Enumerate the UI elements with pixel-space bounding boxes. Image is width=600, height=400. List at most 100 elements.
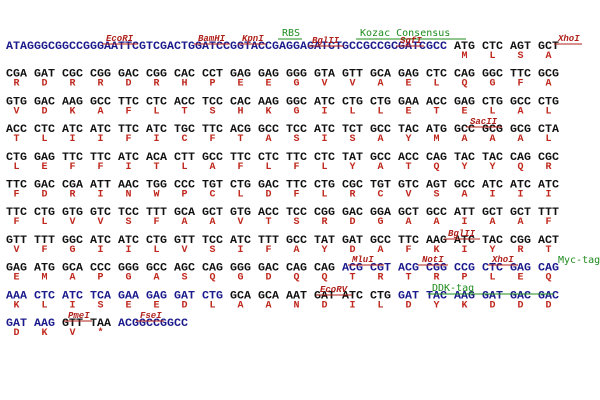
amino-acid: D (265, 273, 271, 284)
codon: GCC (370, 152, 391, 164)
vector-sequence: ATAGGGCGGCCGGGAATTCGTCGACTGGATCCGGTACCGA… (6, 41, 447, 53)
codon: AAG (62, 96, 83, 108)
amino-acid: R (321, 217, 327, 228)
amino-acid: A (181, 217, 187, 228)
amino-acid: F (405, 245, 411, 256)
codon: GAG (6, 263, 27, 275)
codon: TTC (90, 152, 111, 164)
codon: TCC (118, 207, 139, 219)
amino-acid: F (517, 79, 523, 90)
amino-acid: S (209, 106, 215, 117)
amino-acid: E (153, 300, 159, 311)
restriction-site: MluI (351, 255, 374, 265)
amino-acid: I (321, 106, 327, 117)
restriction-site: BglII (448, 229, 476, 239)
amino-acid: I (321, 134, 327, 145)
amino-acid: D (349, 245, 355, 256)
codon: TTC (6, 180, 27, 192)
codon: GAG (454, 96, 475, 108)
codon: GCC (146, 263, 167, 275)
codon: ACC (426, 96, 447, 108)
codon: TAC (454, 152, 475, 164)
codon: TAC (398, 124, 419, 136)
codon: GAT (34, 69, 55, 81)
amino-acid: E (41, 162, 47, 173)
codon: CTG (342, 96, 363, 108)
codon: ATC (342, 290, 363, 302)
amino-acid: K (461, 300, 467, 311)
codon: CTG (370, 96, 391, 108)
codon: TAC (482, 235, 503, 247)
amino-acid: P (181, 190, 187, 201)
amino-acid: R (545, 162, 551, 173)
codon: CTG (370, 290, 391, 302)
codon: GCC (426, 207, 447, 219)
codon: GGC (286, 96, 307, 108)
restriction-site: EcoRV (320, 285, 349, 295)
codon: GCC (258, 124, 279, 136)
codon: AAC (118, 180, 139, 192)
codon: GAG (510, 263, 531, 275)
codon: ATC (62, 124, 83, 136)
amino-acid: V (321, 79, 327, 90)
codon: GCC (370, 235, 391, 247)
codon: ATC (90, 124, 111, 136)
codon: CCC (174, 180, 195, 192)
codon: GGG (286, 69, 307, 81)
amino-acid: R (69, 190, 75, 201)
amino-acid: I (489, 190, 495, 201)
amino-acid: I (125, 245, 131, 256)
amino-acid: Y (433, 300, 439, 311)
amino-acid: E (517, 273, 523, 284)
codon: CTC (482, 263, 503, 275)
codon: TTC (62, 152, 83, 164)
amino-acid: F (237, 162, 243, 173)
amino-acid: E (13, 273, 19, 284)
amino-acid: L (13, 162, 19, 173)
amino-acid: T (13, 134, 19, 145)
amino-acid: L (41, 300, 47, 311)
amino-acid: Y (489, 245, 495, 256)
amino-acid: A (517, 106, 523, 117)
amino-acid: D (489, 300, 495, 311)
codon: CGT (370, 263, 391, 275)
amino-acid: L (489, 106, 495, 117)
codon: TTC (202, 124, 223, 136)
codon: GAA (398, 96, 419, 108)
codon: CTC (482, 41, 503, 53)
amino-acid: L (153, 245, 159, 256)
amino-acid: D (545, 300, 551, 311)
codon: GGC (62, 235, 83, 247)
codon: GCG (510, 124, 531, 136)
amino-acid: V (13, 245, 19, 256)
codon: CCT (202, 69, 223, 81)
codon: GGG (118, 263, 139, 275)
codon: GCA (174, 207, 195, 219)
amino-acid: R (13, 79, 19, 90)
codon: TCC (202, 96, 223, 108)
amino-acid: V (405, 190, 411, 201)
amino-acid: N (125, 190, 131, 201)
codon: TTC (286, 152, 307, 164)
amino-acid: A (517, 134, 523, 145)
amino-acid: Q (545, 273, 551, 284)
codon: GCA (62, 263, 83, 275)
codon: GAG (398, 69, 419, 81)
codon: TCC (286, 207, 307, 219)
restriction-site: XhoI (491, 255, 514, 265)
amino-acid: V (181, 245, 187, 256)
amino-acid: G (489, 79, 495, 90)
restriction-site: SgfI (400, 36, 422, 46)
amino-acid: A (209, 217, 215, 228)
amino-acid: A (433, 217, 439, 228)
amino-acid: A (377, 134, 383, 145)
codon: ATC (314, 124, 335, 136)
amino-acid: N (293, 300, 299, 311)
amino-acid: V (69, 328, 75, 339)
codon: ACC (174, 96, 195, 108)
amino-acid: P (461, 273, 467, 284)
codon: CGA (62, 180, 83, 192)
amino-acid: S (293, 217, 299, 228)
codon: GCC (90, 96, 111, 108)
codon: CAG (510, 152, 531, 164)
